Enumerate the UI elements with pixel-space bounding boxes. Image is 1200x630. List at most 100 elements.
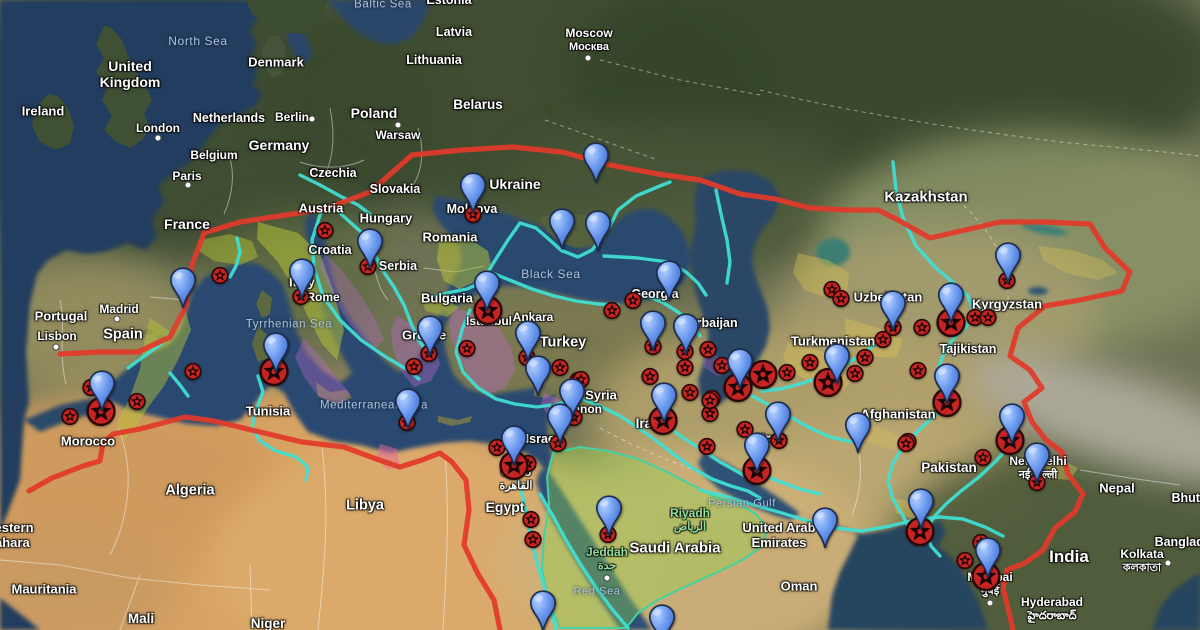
poi-marker[interactable] <box>624 291 643 315</box>
map-pin[interactable] <box>655 260 683 302</box>
city-dot <box>154 134 162 142</box>
route-line-cyan <box>538 492 630 630</box>
map-pin[interactable] <box>524 355 552 397</box>
poi-marker[interactable] <box>641 367 660 391</box>
coverage-region <box>540 445 770 629</box>
city-dot <box>986 599 994 607</box>
coverage-region <box>319 253 384 351</box>
map-pin[interactable] <box>726 348 754 390</box>
city-dot <box>1164 559 1172 567</box>
map-pin[interactable] <box>1023 442 1051 484</box>
coverage-region <box>845 318 903 358</box>
poi-marker[interactable] <box>458 339 477 363</box>
route-line-cyan <box>310 210 421 381</box>
route-line-cyan <box>578 396 762 500</box>
poi-marker-large[interactable] <box>259 356 290 392</box>
poi-marker[interactable] <box>681 383 700 407</box>
map-pin[interactable] <box>558 378 586 420</box>
map-pin[interactable] <box>262 332 290 374</box>
map-pin[interactable] <box>672 313 700 355</box>
poi-marker[interactable] <box>316 221 335 245</box>
map-pin[interactable] <box>500 425 528 467</box>
city-dot <box>394 121 402 129</box>
map-pin[interactable] <box>937 282 965 324</box>
poi-marker[interactable] <box>522 510 541 534</box>
poi-marker[interactable] <box>801 353 820 377</box>
country-borders <box>0 59 1200 630</box>
poi-marker[interactable] <box>699 340 718 364</box>
map-pin[interactable] <box>473 270 501 312</box>
map-pin[interactable] <box>823 343 851 385</box>
poi-marker[interactable] <box>897 434 916 458</box>
poi-marker[interactable] <box>551 358 570 382</box>
map-pin[interactable] <box>994 242 1022 284</box>
map-pin[interactable] <box>548 208 576 250</box>
map-pin[interactable] <box>169 267 197 309</box>
poi-marker[interactable] <box>778 363 797 387</box>
map-pin[interactable] <box>933 363 961 405</box>
route-line-red <box>26 414 503 630</box>
map-pin[interactable] <box>356 228 384 270</box>
poi-marker[interactable] <box>913 318 932 342</box>
map-pin[interactable] <box>879 290 907 332</box>
city-dot <box>308 115 316 123</box>
route-line-cyan <box>662 422 754 482</box>
route-line-cyan <box>228 236 242 279</box>
map-pin[interactable] <box>974 537 1002 579</box>
city-dot <box>584 54 592 62</box>
map-pin[interactable] <box>416 315 444 357</box>
poi-marker[interactable] <box>736 420 755 444</box>
route-line-cyan <box>738 388 864 445</box>
city-dot <box>603 574 611 582</box>
map-pin[interactable] <box>529 590 557 630</box>
map-pin[interactable] <box>595 495 623 537</box>
poi-marker[interactable] <box>846 364 865 388</box>
poi-marker[interactable] <box>603 301 622 325</box>
poi-marker[interactable] <box>524 530 543 554</box>
map-pin[interactable] <box>907 488 935 530</box>
poi-marker[interactable] <box>956 551 975 575</box>
route-line-cyan <box>298 173 372 216</box>
poi-marker[interactable] <box>701 391 720 415</box>
map-pin[interactable] <box>394 388 422 430</box>
city-dot <box>52 343 60 351</box>
map-pin[interactable] <box>743 432 771 474</box>
map-pin[interactable] <box>998 403 1026 445</box>
map-pin[interactable] <box>639 310 667 352</box>
map-pin[interactable] <box>584 210 612 252</box>
map-pin[interactable] <box>844 412 872 454</box>
poi-marker[interactable] <box>909 361 928 385</box>
poi-marker[interactable] <box>874 330 893 354</box>
city-dot <box>184 181 192 189</box>
islands <box>32 0 606 426</box>
map-pin[interactable] <box>546 403 574 445</box>
map-pin[interactable] <box>650 382 678 424</box>
map-pin[interactable] <box>459 172 487 214</box>
map-pin[interactable] <box>764 401 792 443</box>
route-line-cyan <box>168 371 190 398</box>
poi-marker[interactable] <box>698 437 717 461</box>
map-pin[interactable] <box>288 258 316 300</box>
poi-marker[interactable] <box>211 266 230 290</box>
map-pin[interactable] <box>648 604 676 630</box>
poi-marker[interactable] <box>405 357 424 381</box>
map-pin[interactable] <box>88 370 116 412</box>
map-pin[interactable] <box>514 320 542 362</box>
poi-marker[interactable] <box>184 362 203 386</box>
poi-marker-large[interactable] <box>748 359 779 395</box>
poi-marker[interactable] <box>61 407 80 431</box>
poi-marker[interactable] <box>488 438 507 462</box>
poi-marker[interactable] <box>676 358 695 382</box>
map-pin[interactable] <box>582 142 610 184</box>
route-line-cyan <box>886 401 949 532</box>
poi-marker[interactable] <box>128 392 147 416</box>
poi-marker[interactable] <box>979 308 998 332</box>
route-line-red <box>57 144 1133 630</box>
poi-marker[interactable] <box>856 348 875 372</box>
poi-marker[interactable] <box>832 289 851 313</box>
route-line-cyan <box>561 180 672 259</box>
map-pin[interactable] <box>811 507 839 549</box>
poi-marker[interactable] <box>974 448 993 472</box>
coverage-region <box>295 339 351 404</box>
